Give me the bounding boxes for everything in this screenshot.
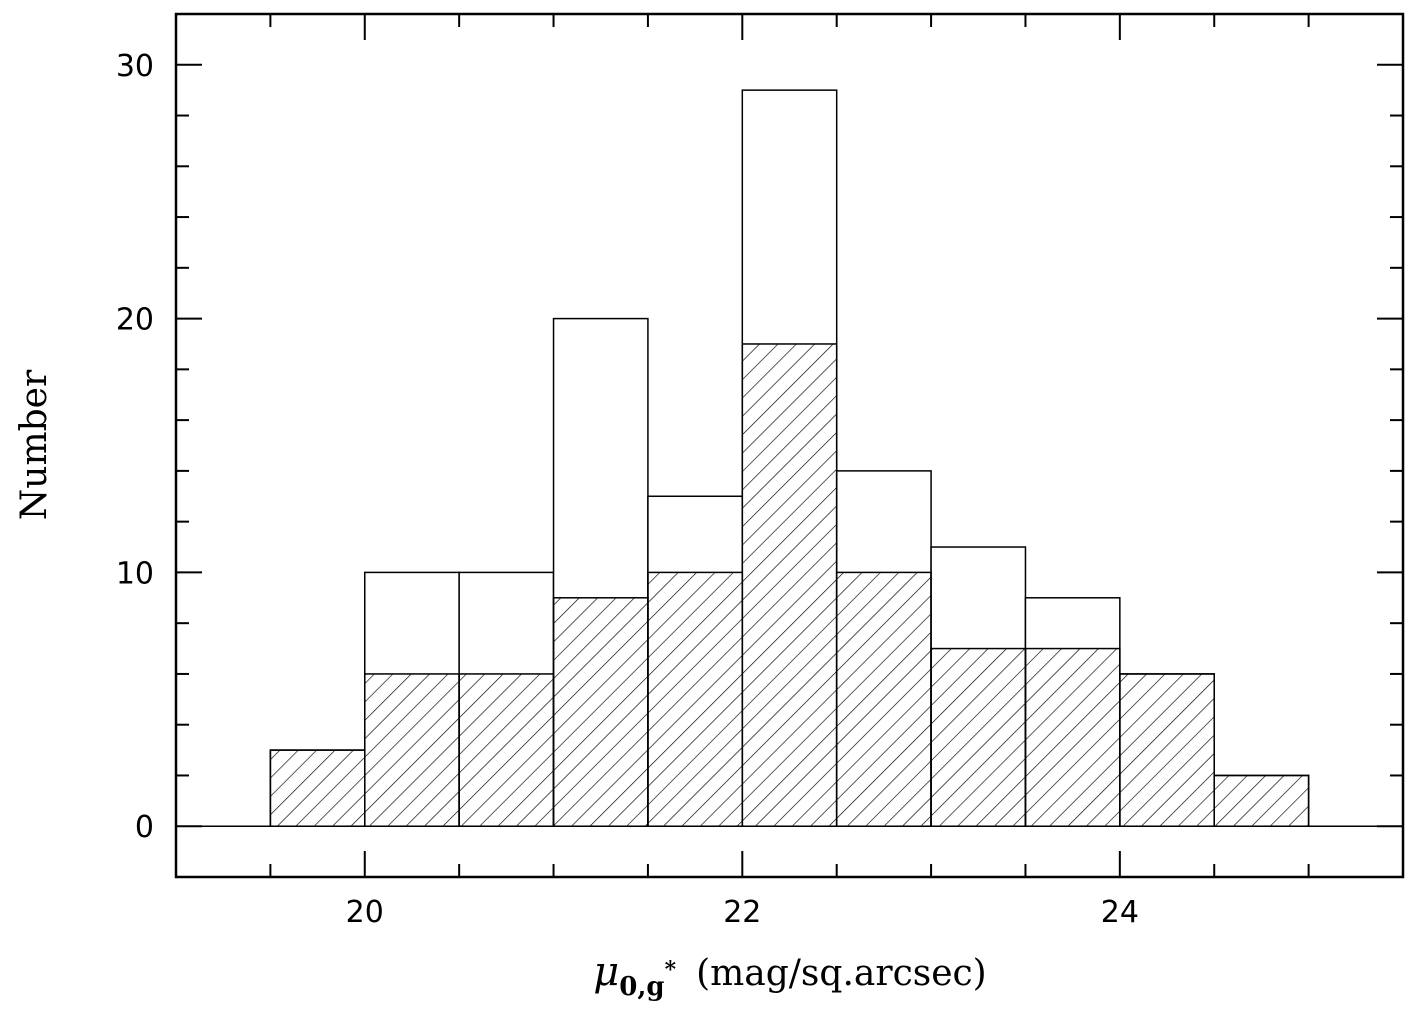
hatched-bar-7 (930, 647, 1027, 827)
hatched-bar-6 (835, 571, 932, 827)
hatched-bar-2 (458, 673, 555, 827)
y-axis-label: Number (14, 369, 55, 520)
hatched-bar-1 (364, 673, 460, 827)
y-tick-label: 0 (135, 810, 154, 845)
tick-labels-group: 20 22 24 0 10 20 30 (116, 49, 1139, 930)
hatched-bar-3 (552, 597, 649, 827)
x-axis-label-symbol: μ (593, 949, 619, 995)
x-axis-label-subscript: 0,g (619, 972, 664, 1002)
x-axis-label-units: (mag/sq.arcsec) (696, 953, 987, 994)
y-tick-label: 20 (116, 303, 154, 338)
hatched-bars-group (269, 343, 1310, 827)
hatched-bar-5 (741, 343, 838, 827)
x-tick-label: 24 (1101, 895, 1139, 930)
y-tick-label: 30 (116, 49, 154, 84)
hatched-bar-0 (269, 749, 366, 827)
hatched-bar-9 (1119, 673, 1215, 827)
plot-frame (174, 12, 1405, 879)
x-tick-label: 22 (723, 895, 761, 930)
axis-ticks-group (175, 13, 1404, 878)
y-tick-label: 10 (116, 556, 154, 591)
x-tick-label: 20 (346, 895, 384, 930)
hatched-bar-10 (1213, 774, 1310, 827)
x-axis-label: μ0,g* (mag/sq.arcsec) (593, 949, 986, 1002)
hatched-bar-4 (647, 571, 744, 827)
x-axis-label-superscript: * (665, 957, 677, 983)
hatched-bar-8 (1024, 647, 1121, 827)
